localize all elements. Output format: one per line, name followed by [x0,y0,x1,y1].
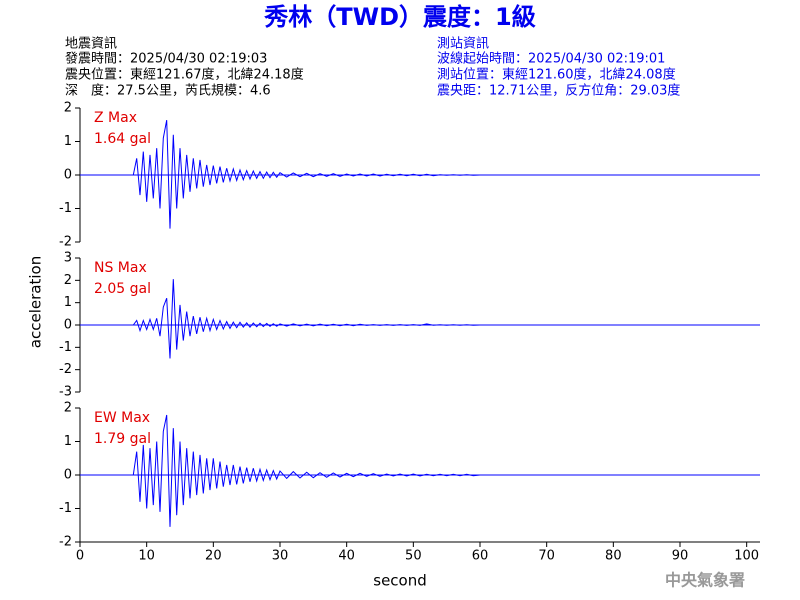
y-tick-label: 2 [64,101,72,116]
info-line: 波線起始時間：2025/04/30 02:19:01 [437,51,665,67]
y-tick-label: -3 [59,385,72,400]
y-tick-label: 0 [64,168,72,183]
x-tick-label: 70 [538,549,555,564]
x-axis-label: second [373,572,427,590]
x-tick-label: 90 [672,549,689,564]
chart-title: 秀林（TWD）震度：1級 [263,3,535,31]
y-tick-label: 0 [64,468,72,483]
y-tick-label: 1 [64,134,72,149]
waveform [132,414,481,527]
y-tick-label: -1 [59,501,72,516]
max-label: 1.79 gal [94,431,151,447]
watermark: 中央氣象署 [665,571,745,590]
x-tick-label: 60 [472,549,489,564]
y-tick-label: 2 [64,401,72,416]
y-tick-label: 1 [64,434,72,449]
y-tick-label: 1 [64,295,72,310]
x-tick-label: 40 [338,549,355,564]
info-line: 震央距：12.71公里，反方位角：29.03度 [437,83,680,99]
info-line: 測站資訊 [437,37,489,52]
waveform [132,120,481,229]
panel-label: EW Max [94,410,150,426]
info-line: 震央位置：東經121.67度，北緯24.18度 [65,67,304,83]
x-tick-label: 80 [605,549,622,564]
x-tick-label: 0 [76,549,84,564]
x-tick-label: 20 [205,549,222,564]
max-label: 2.05 gal [94,281,151,297]
x-tick-label: 50 [405,549,422,564]
y-tick-label: 0 [64,318,72,333]
y-axis-label: acceleration [27,256,45,348]
x-tick-label: 100 [734,549,759,564]
x-tick-label: 30 [272,549,289,564]
y-tick-label: -2 [59,362,72,377]
info-line: 深 度：27.5公里，芮氏規模：4.6 [65,83,271,99]
info-line: 測站位置：東經121.60度，北緯24.08度 [437,67,676,83]
y-tick-label: 3 [64,251,72,266]
x-tick-label: 10 [138,549,155,564]
y-tick-label: -1 [59,340,72,355]
y-tick-label: 2 [64,273,72,288]
info-line: 地震資訊 [65,37,117,52]
y-tick-label: -2 [59,235,72,250]
max-label: 1.64 gal [94,131,151,147]
y-tick-label: -1 [59,201,72,216]
panel-label: NS Max [94,260,147,276]
info-line: 發震時間：2025/04/30 02:19:03 [65,52,267,67]
waveform [132,279,481,359]
panel-label: Z Max [94,110,137,126]
y-tick-label: -2 [59,535,72,550]
